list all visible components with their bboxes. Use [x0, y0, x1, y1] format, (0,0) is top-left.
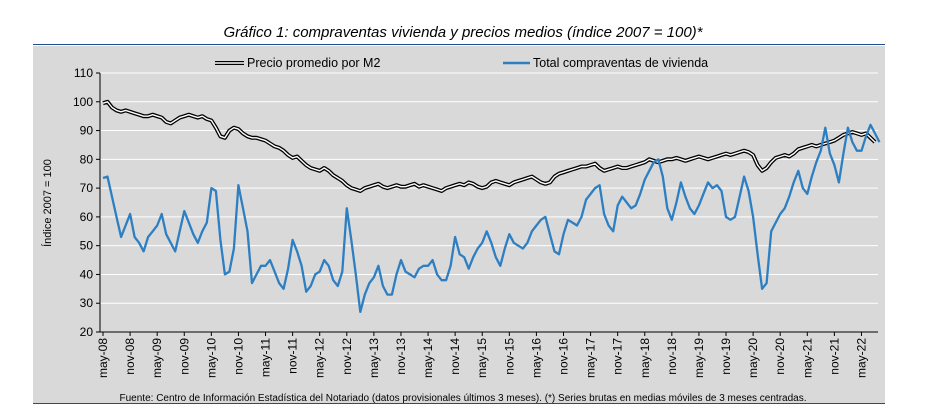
source-note: Fuente: Centro de Información Estadístic…: [119, 393, 807, 404]
y-tick-label: 90: [80, 124, 94, 138]
legend-label-sales: Total compraventas de vivienda: [533, 56, 708, 70]
x-tick-label: nov-10: [231, 338, 245, 375]
x-tick-label: may-17: [584, 338, 598, 378]
y-tick-label: 110: [74, 66, 93, 80]
y-tick-label: 80: [80, 152, 94, 166]
x-tick-label: nov-08: [123, 338, 137, 375]
x-tick-label: nov-20: [773, 338, 787, 375]
x-tick-label: may-13: [367, 338, 381, 378]
x-tick-label: nov-17: [611, 338, 625, 375]
x-tick-label: nov-13: [394, 338, 408, 375]
x-tick-label: nov-21: [827, 338, 841, 375]
x-axis-ticks: may-08 nov-08 may-09 nov-09 may-10 nov-10 may-…: [96, 332, 868, 378]
y-tick-label: 20: [80, 325, 94, 339]
title-rule: [33, 44, 885, 45]
bottom-rule: [33, 403, 885, 404]
x-tick-label: nov-18: [665, 338, 679, 375]
chart-title: Gráfico 1: compraventas vivienda y preci…: [223, 24, 703, 41]
x-tick-label: nov-19: [719, 338, 733, 375]
x-tick-label: may-08: [96, 338, 110, 378]
x-tick-label: nov-12: [340, 338, 354, 375]
x-tick-label: nov-14: [448, 338, 462, 375]
chart-panel: [33, 46, 885, 403]
x-tick-label: nov-16: [556, 338, 570, 375]
x-tick-label: may-19: [692, 338, 706, 378]
y-tick-label: 40: [80, 267, 94, 281]
x-tick-label: may-21: [800, 338, 814, 378]
x-tick-label: may-15: [475, 338, 489, 378]
y-tick-label: 70: [80, 181, 94, 195]
y-tick-label: 100: [73, 95, 93, 109]
x-tick-label: nov-11: [286, 338, 300, 374]
y-axis-label: Índice 2007 = 100: [41, 159, 54, 247]
x-tick-label: may-20: [746, 338, 760, 378]
axes: [99, 73, 878, 333]
x-tick-label: may-22: [854, 338, 868, 378]
series-lines: [102, 99, 881, 314]
x-tick-label: may-12: [313, 338, 327, 378]
x-tick-label: may-16: [529, 338, 543, 378]
series-line-sales: [102, 123, 881, 314]
series-line-price: [102, 101, 876, 192]
legend: Precio promedio por M2 Total compraventa…: [215, 56, 708, 70]
x-tick-label: may-14: [421, 338, 435, 378]
x-tick-label: nov-15: [502, 338, 516, 375]
x-tick-label: nov-09: [177, 338, 191, 375]
y-tick-label: 30: [80, 296, 94, 310]
series-line-price-outline: [102, 99, 877, 193]
y-axis-ticks: 20 30 40 50 60 70 80 90 100 110: [73, 66, 100, 339]
y-tick-label: 60: [80, 210, 94, 224]
x-tick-label: may-18: [638, 338, 652, 378]
x-tick-label: may-09: [150, 338, 164, 378]
y-tick-label: 50: [80, 239, 94, 253]
gridlines: [100, 72, 878, 304]
x-tick-label: may-11: [259, 338, 273, 377]
x-tick-label: may-10: [204, 338, 218, 378]
legend-label-price: Precio promedio por M2: [247, 56, 380, 70]
